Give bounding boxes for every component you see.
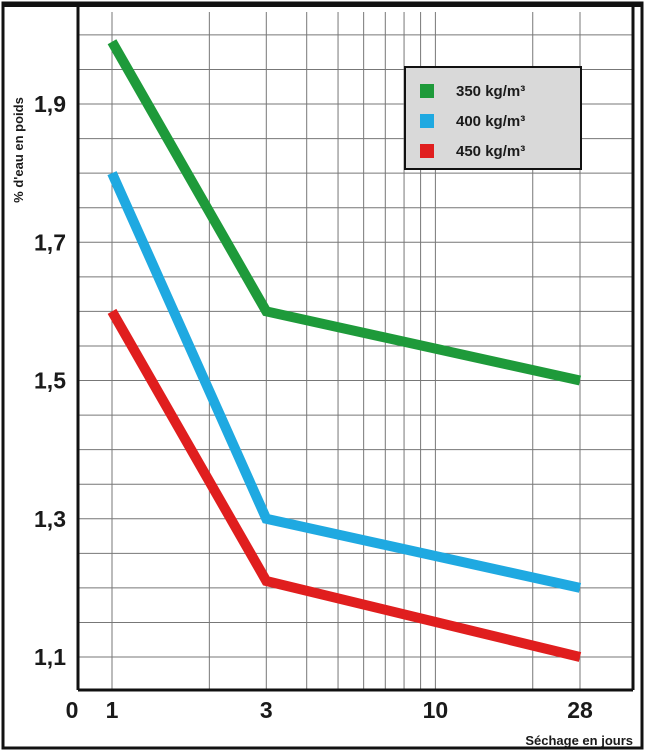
y-tick-label: 1,9 <box>34 91 66 117</box>
x-tick-label: 0 <box>66 697 79 723</box>
series-line-2 <box>107 171 582 593</box>
grid <box>78 12 633 690</box>
x-tick-label: 3 <box>260 697 273 723</box>
x-tick-label: 28 <box>567 697 593 723</box>
legend-label-3: 450 kg/m³ <box>456 143 525 160</box>
y-tick-label: 1,7 <box>34 229 66 255</box>
legend-swatch-2 <box>420 114 434 128</box>
x-tick-labels: 0 1 3 10 28 <box>66 697 593 723</box>
y-tick-label: 1,1 <box>34 644 66 670</box>
x-tick-label: 10 <box>423 697 449 723</box>
legend-box <box>404 66 582 170</box>
legend-swatch-3 <box>420 144 434 158</box>
x-axis-title: Séchage en jours <box>525 733 633 748</box>
y-tick-labels: 1,1 1,3 1,5 1,7 1,9 <box>34 91 66 670</box>
y-tick-label: 1,3 <box>34 506 66 532</box>
series-line-3 <box>107 308 582 662</box>
series-line-1 <box>107 39 582 386</box>
x-tick-label: 1 <box>106 697 119 723</box>
legend-label-2: 400 kg/m³ <box>456 113 525 130</box>
legend: 350 kg/m³ 400 kg/m³ 450 kg/m³ <box>404 66 582 170</box>
y-axis-title: % d'eau en poids <box>11 97 26 203</box>
series-group <box>107 39 582 662</box>
y-tick-label: 1,5 <box>34 368 66 394</box>
legend-label-1: 350 kg/m³ <box>456 83 525 100</box>
legend-swatch-1 <box>420 84 434 98</box>
